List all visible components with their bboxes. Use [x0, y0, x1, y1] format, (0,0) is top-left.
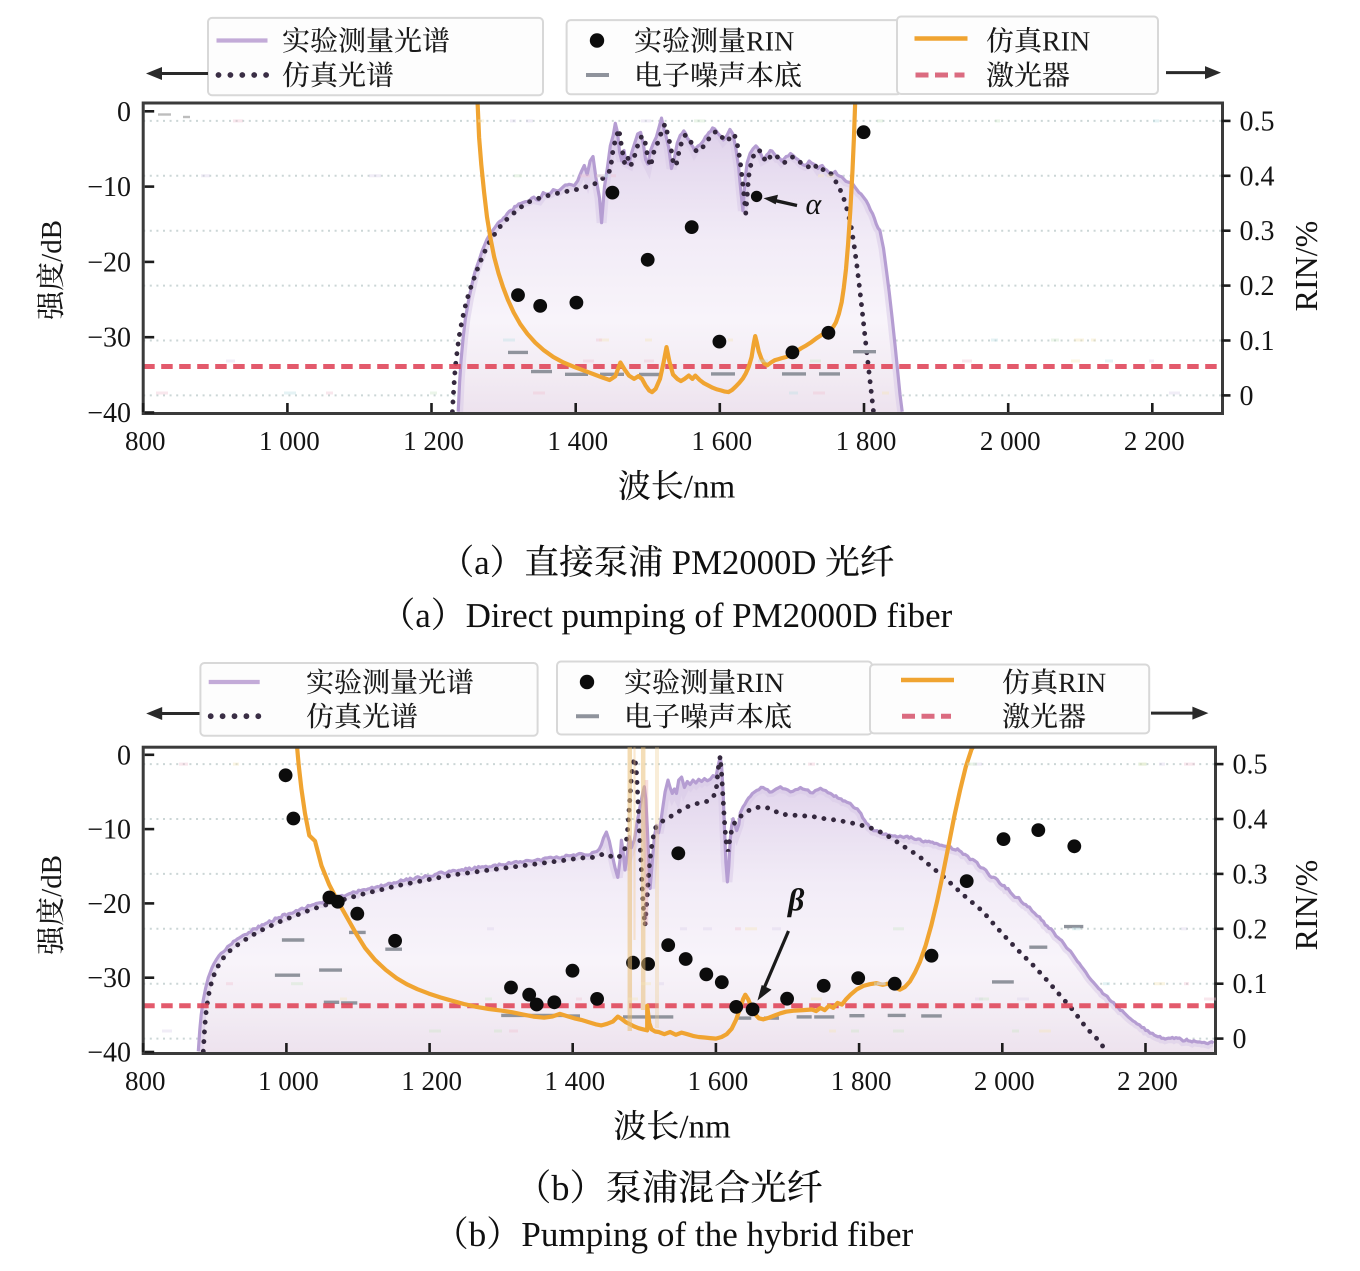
- svg-text:800: 800: [125, 426, 166, 456]
- svg-text:1 800: 1 800: [831, 1066, 892, 1096]
- svg-text:0.1: 0.1: [1233, 969, 1268, 1000]
- svg-text:RIN/%: RIN/%: [1288, 221, 1324, 312]
- svg-text:0.5: 0.5: [1240, 106, 1275, 137]
- svg-text:0: 0: [1240, 381, 1254, 412]
- svg-text:1 600: 1 600: [691, 426, 752, 456]
- svg-text:1 000: 1 000: [259, 426, 320, 456]
- svg-text:2 200: 2 200: [1117, 1066, 1178, 1096]
- svg-text:0: 0: [117, 740, 131, 771]
- svg-text:1 800: 1 800: [836, 426, 897, 456]
- svg-text:0: 0: [1233, 1024, 1247, 1055]
- svg-text:−20: −20: [87, 889, 131, 920]
- svg-text:0.3: 0.3: [1233, 859, 1268, 890]
- svg-text:−10: −10: [87, 815, 131, 846]
- svg-text:2 000: 2 000: [980, 426, 1041, 456]
- svg-text:2 000: 2 000: [974, 1066, 1035, 1096]
- svg-text:0.5: 0.5: [1233, 750, 1268, 781]
- svg-text:800: 800: [125, 1066, 166, 1096]
- svg-text:RIN/%: RIN/%: [1288, 860, 1324, 951]
- svg-text:−40: −40: [87, 398, 131, 429]
- svg-text:1 200: 1 200: [403, 426, 464, 456]
- svg-text:1 200: 1 200: [401, 1066, 462, 1096]
- svg-text:0: 0: [117, 97, 131, 128]
- svg-text:−30: −30: [87, 323, 131, 354]
- svg-text:−10: −10: [87, 172, 131, 203]
- svg-text:0.4: 0.4: [1240, 161, 1275, 192]
- svg-text:−40: −40: [87, 1038, 131, 1069]
- svg-text:0.4: 0.4: [1233, 805, 1268, 836]
- svg-text:0.1: 0.1: [1240, 326, 1275, 357]
- svg-text:−30: −30: [87, 963, 131, 994]
- svg-text:2 200: 2 200: [1124, 426, 1185, 456]
- svg-text:1 400: 1 400: [544, 1066, 605, 1096]
- svg-text:1 400: 1 400: [547, 426, 608, 456]
- svg-text:1 000: 1 000: [258, 1066, 319, 1096]
- svg-text:1 600: 1 600: [688, 1066, 749, 1096]
- svg-text:0.3: 0.3: [1240, 216, 1275, 247]
- svg-text:0.2: 0.2: [1240, 271, 1275, 302]
- svg-text:−20: −20: [87, 247, 131, 278]
- svg-text:0.2: 0.2: [1233, 914, 1268, 945]
